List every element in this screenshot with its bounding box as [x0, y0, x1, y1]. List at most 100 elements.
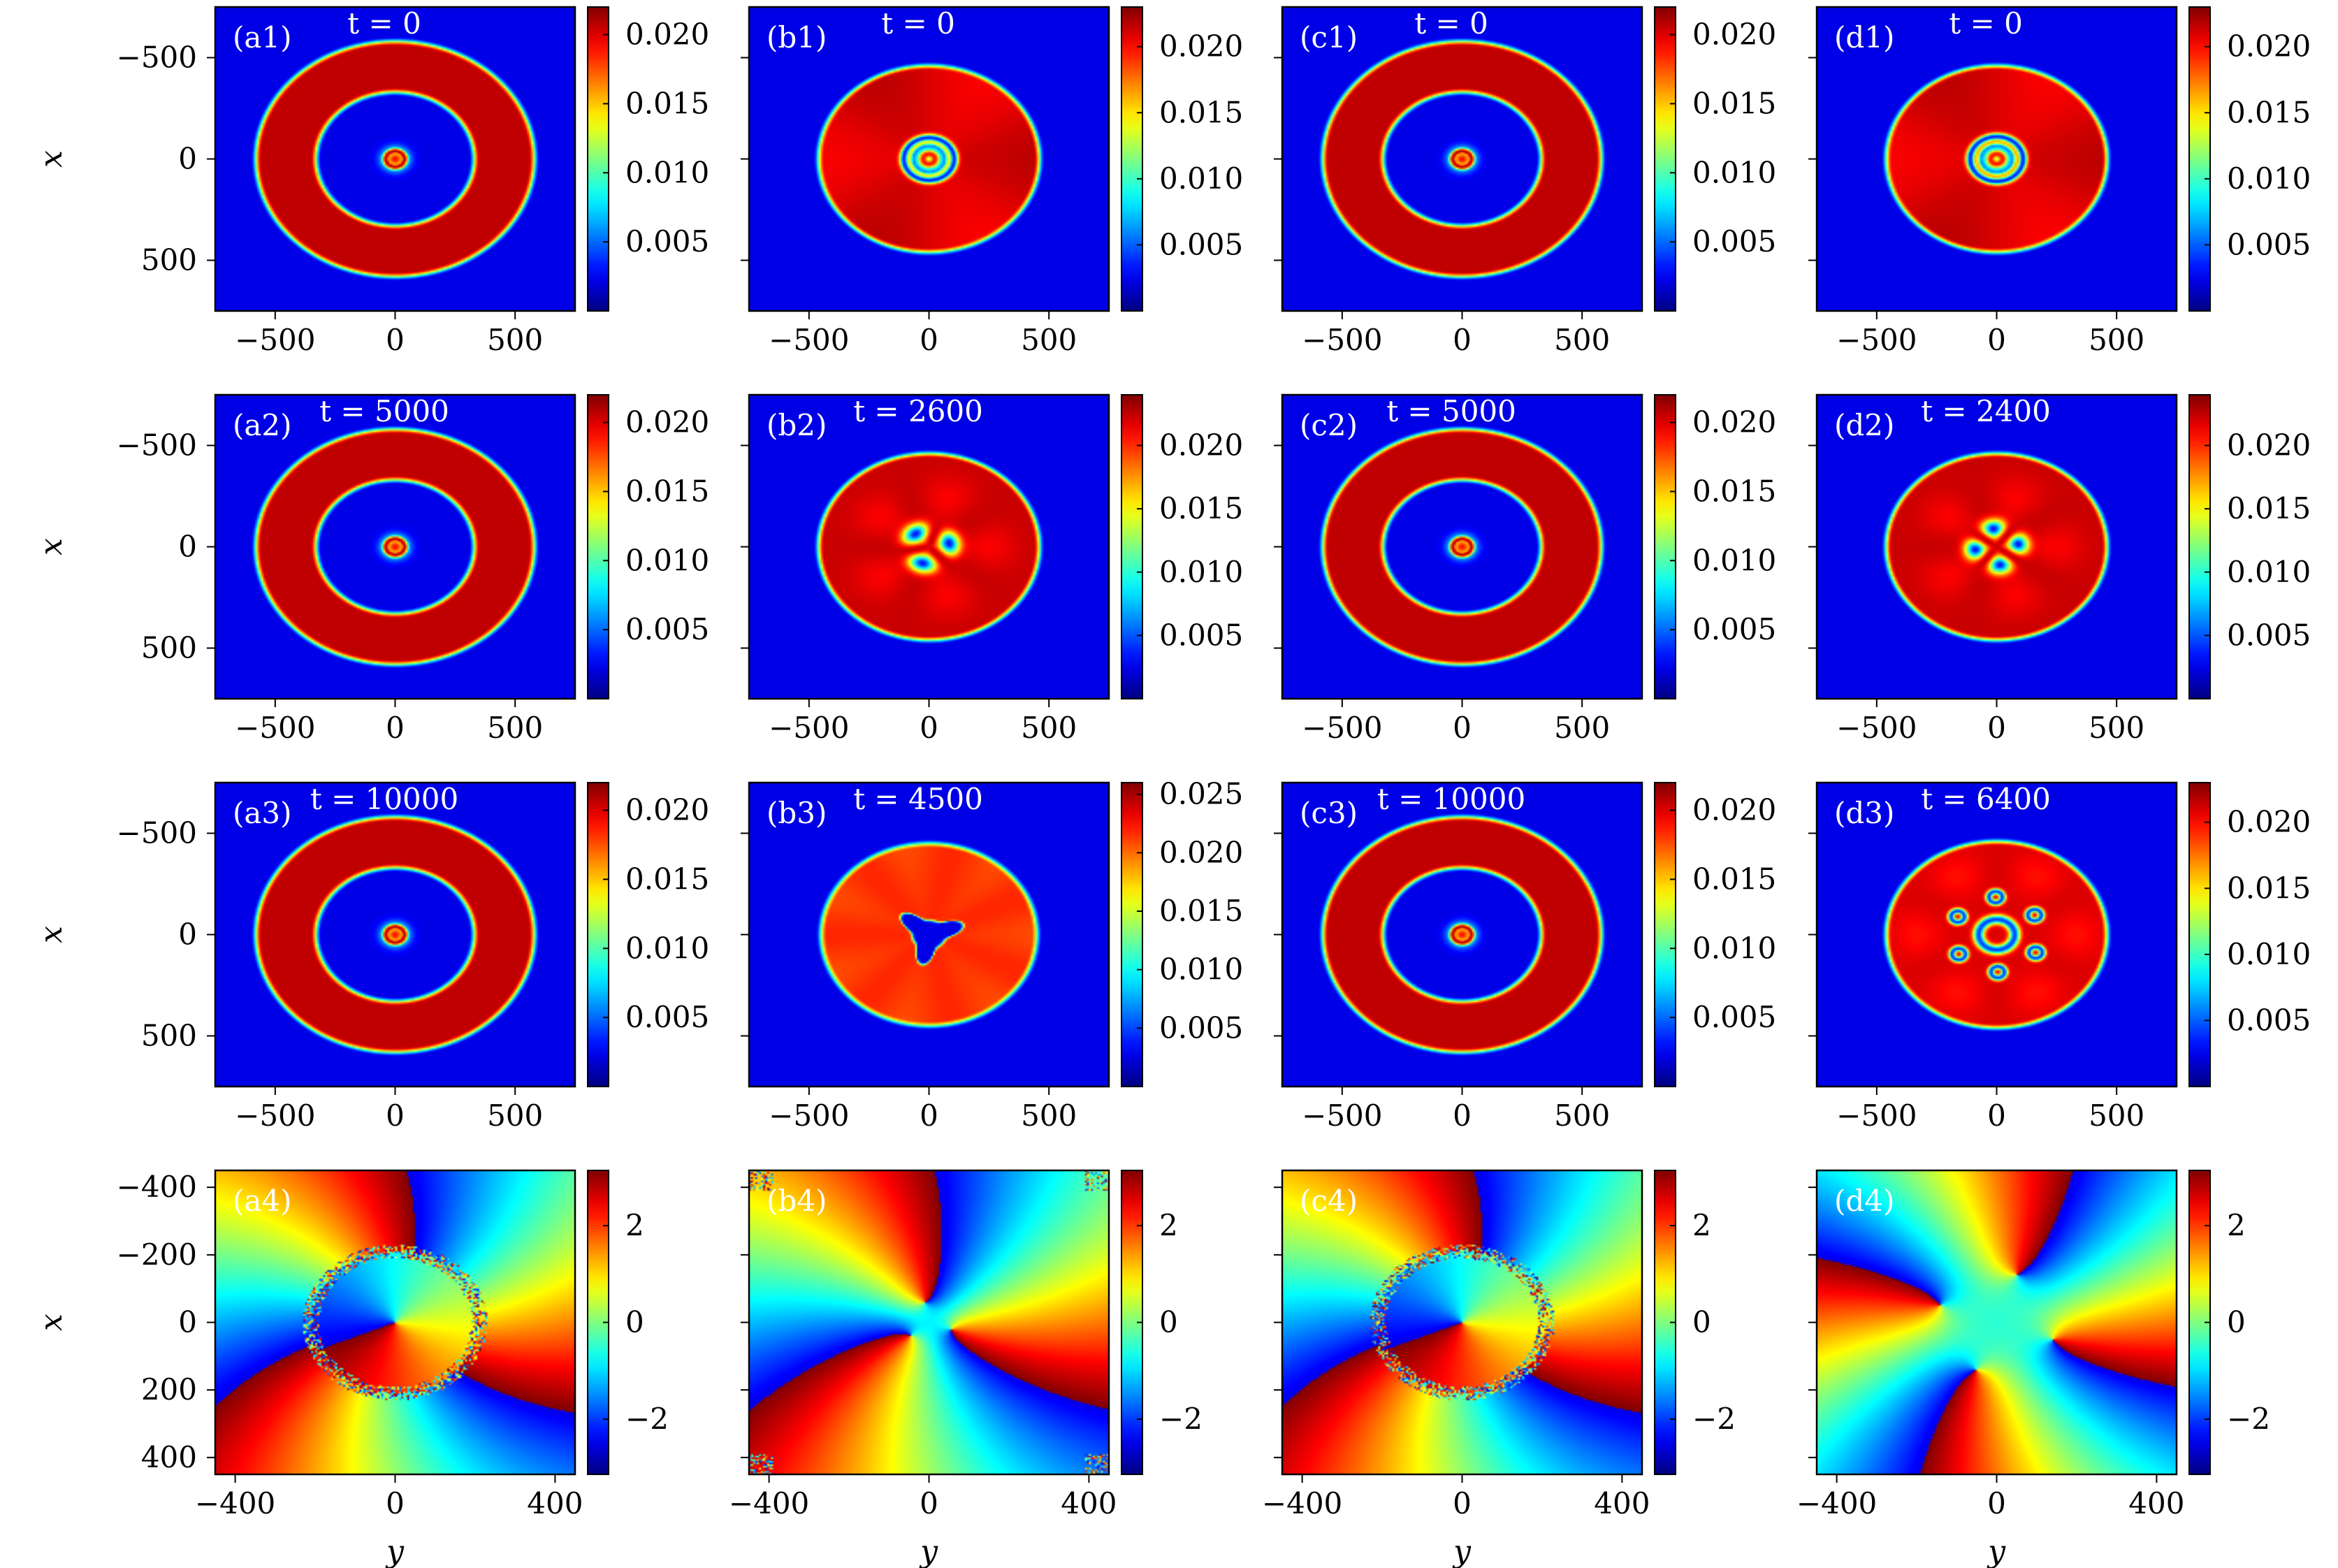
colorbar-c2 — [1655, 395, 1676, 699]
time-label-d2: t = 2400 — [1921, 394, 2051, 428]
colorbar-tick-label-c4: −2 — [1692, 1402, 1736, 1436]
y-tick-label-a4: 200 — [141, 1372, 197, 1407]
colorbar-tick-label-b2: 0.010 — [1159, 555, 1243, 589]
colorbar-tick-label-c3: 0.020 — [1692, 793, 1776, 827]
x-tick-label-c1: 0 — [1453, 323, 1472, 357]
panel-label-b1: (b1) — [767, 20, 827, 55]
colorbar-frame-b1 — [1121, 6, 1143, 312]
colorbar-tick-label-c1: 0.005 — [1692, 224, 1776, 259]
panel-b4: −400 0 400 (b4) −2 0 2 y — [729, 1169, 1203, 1568]
x-tick-label-d4: −400 — [1796, 1486, 1877, 1520]
panel-label-c3: (c3) — [1300, 796, 1358, 830]
panel-label-a3: (a3) — [233, 796, 292, 830]
colorbar-tick-label-c3: 0.010 — [1692, 931, 1776, 965]
colorbar-tick-label-a1: 0.005 — [625, 224, 709, 259]
panel-label-a2: (a2) — [233, 408, 292, 442]
colorbar-tick-label-c4: 0 — [1692, 1305, 1711, 1340]
x-tick-label-b1: 500 — [1021, 323, 1077, 357]
colorbar-tick-label-c1: 0.020 — [1692, 17, 1776, 52]
heatmap-d2 — [1817, 395, 2177, 699]
colorbar-tick-label-d3: 0.015 — [2227, 871, 2311, 905]
panel-label-c1: (c1) — [1300, 20, 1358, 55]
x-tick-label-d3: −500 — [1836, 1098, 1917, 1133]
colorbar-tick-label-a3: 0.005 — [625, 1000, 709, 1034]
panel-a4: −400 0 400 −400 −200 0 200 400 (a4) −2 0 2 x y — [34, 1169, 669, 1568]
x-tick-label-b4: 400 — [1061, 1486, 1117, 1520]
x-tick-label-d3: 0 — [1987, 1098, 2006, 1133]
x-axis-label-d4: y — [1987, 1534, 2006, 1568]
colorbar-tick-label-a4: 0 — [625, 1305, 644, 1340]
panel-c2: −500 0 500 (c2) t = 5000 0.005 0.010 0.015 0.020 — [1274, 393, 1776, 745]
time-label-b2: t = 2600 — [853, 394, 983, 428]
colorbar-tick-label-a4: −2 — [625, 1402, 669, 1436]
x-tick-label-c3: −500 — [1302, 1098, 1382, 1133]
colorbar-tick-label-d4: −2 — [2227, 1402, 2270, 1436]
x-tick-label-d1: −500 — [1836, 323, 1917, 357]
x-tick-label-c3: 0 — [1453, 1098, 1472, 1133]
colorbar-tick-label-d3: 0.010 — [2227, 937, 2311, 971]
colorbar-frame-b2 — [1121, 394, 1143, 699]
colorbar-b3 — [1121, 783, 1142, 1087]
x-tick-label-c2: −500 — [1302, 711, 1382, 745]
colorbar-tick-label-a2: 0.020 — [625, 405, 709, 440]
heatmap-d3 — [1817, 783, 2177, 1087]
x-tick-label-c1: −500 — [1302, 323, 1382, 357]
x-tick-label-b2: 500 — [1021, 711, 1077, 745]
panel-c4: −400 0 400 (c4) −2 0 2 y — [1262, 1169, 1736, 1568]
panel-label-a4: (a4) — [233, 1184, 292, 1218]
x-tick-label-a3: −500 — [235, 1098, 315, 1133]
colorbar-tick-label-a3: 0.020 — [625, 793, 709, 827]
colorbar-b2 — [1121, 395, 1142, 699]
y-tick-label-a4: 400 — [141, 1440, 197, 1474]
panel-b3: −500 0 500 (b3) t = 4500 0.005 0.010 0.015 0.020… — [741, 777, 1243, 1133]
colorbar-tick-label-d1: 0.005 — [2227, 227, 2311, 261]
colorbar-tick-label-b1: 0.005 — [1159, 227, 1243, 261]
heatmap-d1 — [1817, 7, 2177, 311]
panel-label-d1: (d1) — [1834, 20, 1894, 55]
panel-label-d4: (d4) — [1834, 1184, 1894, 1218]
heatmap-b4 — [749, 1170, 1109, 1474]
x-tick-label-b3: 0 — [920, 1098, 938, 1133]
heatmap-a4 — [215, 1170, 575, 1474]
colorbar-tick-label-b3: 0.025 — [1159, 777, 1243, 811]
y-tick-label-a3: 0 — [178, 917, 197, 952]
x-tick-label-d4: 0 — [1987, 1486, 2006, 1520]
x-tick-label-c4: −400 — [1262, 1486, 1342, 1520]
colorbar-tick-label-d3: 0.005 — [2227, 1003, 2311, 1037]
x-tick-label-a3: 500 — [487, 1098, 543, 1133]
colorbar-tick-label-a4: 2 — [625, 1208, 644, 1242]
colorbar-a2 — [588, 395, 609, 699]
x-axis-label-c4: y — [1452, 1534, 1472, 1568]
x-tick-label-a2: 500 — [487, 711, 543, 745]
heatmap-c1 — [1282, 7, 1642, 311]
colorbar-tick-label-b2: 0.015 — [1159, 491, 1243, 525]
y-tick-label-a3: 500 — [141, 1019, 197, 1053]
x-tick-label-c4: 400 — [1594, 1486, 1650, 1520]
heatmap-d4 — [1817, 1170, 2177, 1474]
time-label-b3: t = 4500 — [853, 782, 983, 816]
x-tick-label-c1: 500 — [1554, 323, 1610, 357]
heatmap-c2 — [1282, 395, 1642, 699]
colorbar-c3 — [1655, 783, 1676, 1087]
colorbar-frame-d2 — [2188, 394, 2211, 699]
colorbar-tick-label-b1: 0.010 — [1159, 161, 1243, 196]
colorbar-tick-label-a1: 0.015 — [625, 86, 709, 120]
x-tick-label-d2: 500 — [2089, 711, 2144, 745]
colorbar-frame-c3 — [1654, 782, 1676, 1087]
x-tick-label-c2: 0 — [1453, 711, 1472, 745]
x-tick-label-b1: 0 — [920, 323, 938, 357]
x-tick-label-a4: 400 — [527, 1486, 583, 1520]
x-tick-label-a2: 0 — [386, 711, 405, 745]
colorbar-tick-label-d3: 0.020 — [2227, 805, 2311, 839]
x-tick-label-a1: 500 — [487, 323, 543, 357]
colorbar-frame-c2 — [1654, 394, 1676, 699]
x-tick-label-d1: 500 — [2089, 323, 2144, 357]
y-tick-label-a2: −500 — [117, 428, 197, 463]
x-tick-label-a4: 0 — [386, 1486, 405, 1520]
colorbar-tick-label-a3: 0.010 — [625, 931, 709, 965]
heatmap-b1 — [749, 7, 1109, 311]
panels-layer: −500 0 500 −500 0 500 (a1) t = 0 0.005 0.010 0.015… — [34, 6, 2311, 1568]
panel-a2: −500 0 500 −500 0 500 (a2) t = 5000 0.005 0.010 0.… — [34, 393, 709, 745]
colorbar-d2 — [2189, 395, 2210, 699]
colorbar-tick-label-b3: 0.010 — [1159, 952, 1243, 987]
